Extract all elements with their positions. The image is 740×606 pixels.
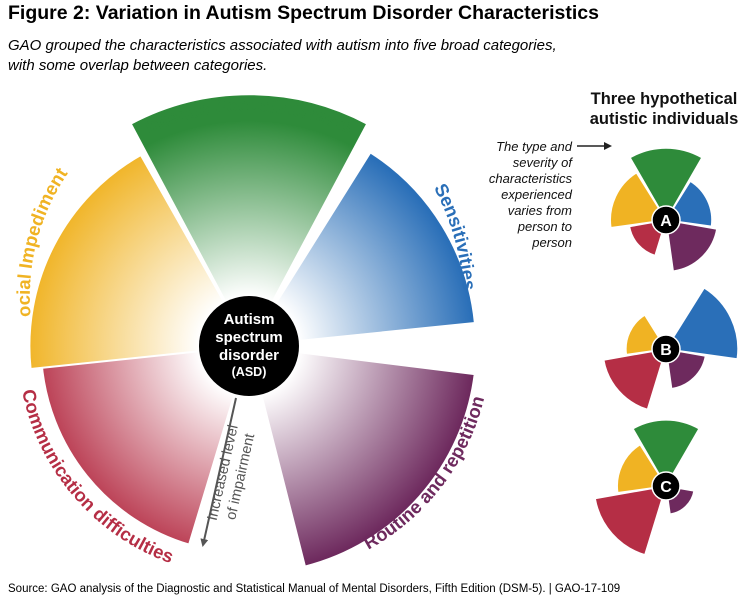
subtitle-line-1: GAO grouped the characteristics associat…	[8, 37, 557, 54]
individual-wheels: A B C	[594, 147, 739, 556]
individuals-heading-line-2: autistic individuals	[590, 110, 739, 128]
segment-communication	[40, 344, 251, 546]
note-line-2: severity of	[513, 155, 574, 170]
note-line-7: person	[531, 235, 572, 250]
individual-a-label: A	[660, 213, 672, 230]
individual-a-routine-segment	[665, 219, 718, 273]
note-line-4: experienced	[501, 187, 573, 202]
individual-a-social-segment	[609, 171, 668, 229]
center-line-1: Autism	[224, 311, 275, 328]
segment-social-impediments	[28, 153, 251, 371]
note-line-3: characteristics	[489, 171, 573, 186]
variation-note: The type and severity of characteristics…	[489, 139, 573, 250]
center-line-2: spectrum	[215, 329, 283, 346]
individual-b-sensitivities-segment	[664, 286, 739, 360]
individuals-heading-line-1: Three hypothetical	[591, 90, 738, 108]
individual-a-focus-segment	[628, 147, 704, 222]
individual-c-label: C	[660, 479, 672, 496]
individual-wheel-c: C	[594, 419, 701, 556]
individual-c-center	[651, 471, 681, 501]
segment-sensitivities	[247, 151, 476, 348]
individual-a-center	[651, 205, 681, 235]
note-line-6: person to	[517, 219, 572, 234]
figure-subtitle: GAO grouped the characteristics associat…	[8, 36, 557, 76]
individual-wheel-a: A	[609, 147, 718, 273]
subtitle-line-2: with some overlap between categories.	[8, 57, 268, 74]
individual-wheel-b: B	[602, 286, 739, 411]
individual-b-communication-segment	[602, 348, 668, 411]
source-note: Source: GAO analysis of the Diagnostic a…	[8, 583, 621, 595]
individual-b-center	[651, 334, 681, 364]
impairment-arrow	[200, 397, 237, 547]
center-line-4: (ASD)	[232, 365, 267, 379]
figure-title: Figure 2: Variation in Autism Spectrum D…	[8, 2, 599, 24]
individual-c-communication-segment	[594, 485, 668, 556]
note-line-1: The type and	[496, 139, 573, 154]
individuals-heading: Three hypothetical autistic individuals	[590, 90, 739, 128]
individual-c-focus-segment	[631, 419, 701, 488]
center-label: Autism spectrum disorder (ASD)	[215, 311, 283, 379]
note-line-5: varies from	[508, 203, 572, 218]
center-disc	[199, 296, 299, 396]
individual-b-label: B	[660, 342, 672, 359]
segment-intense-focus	[129, 93, 369, 349]
center-line-3: disorder	[219, 347, 279, 364]
segment-routine-repetition	[247, 344, 476, 568]
